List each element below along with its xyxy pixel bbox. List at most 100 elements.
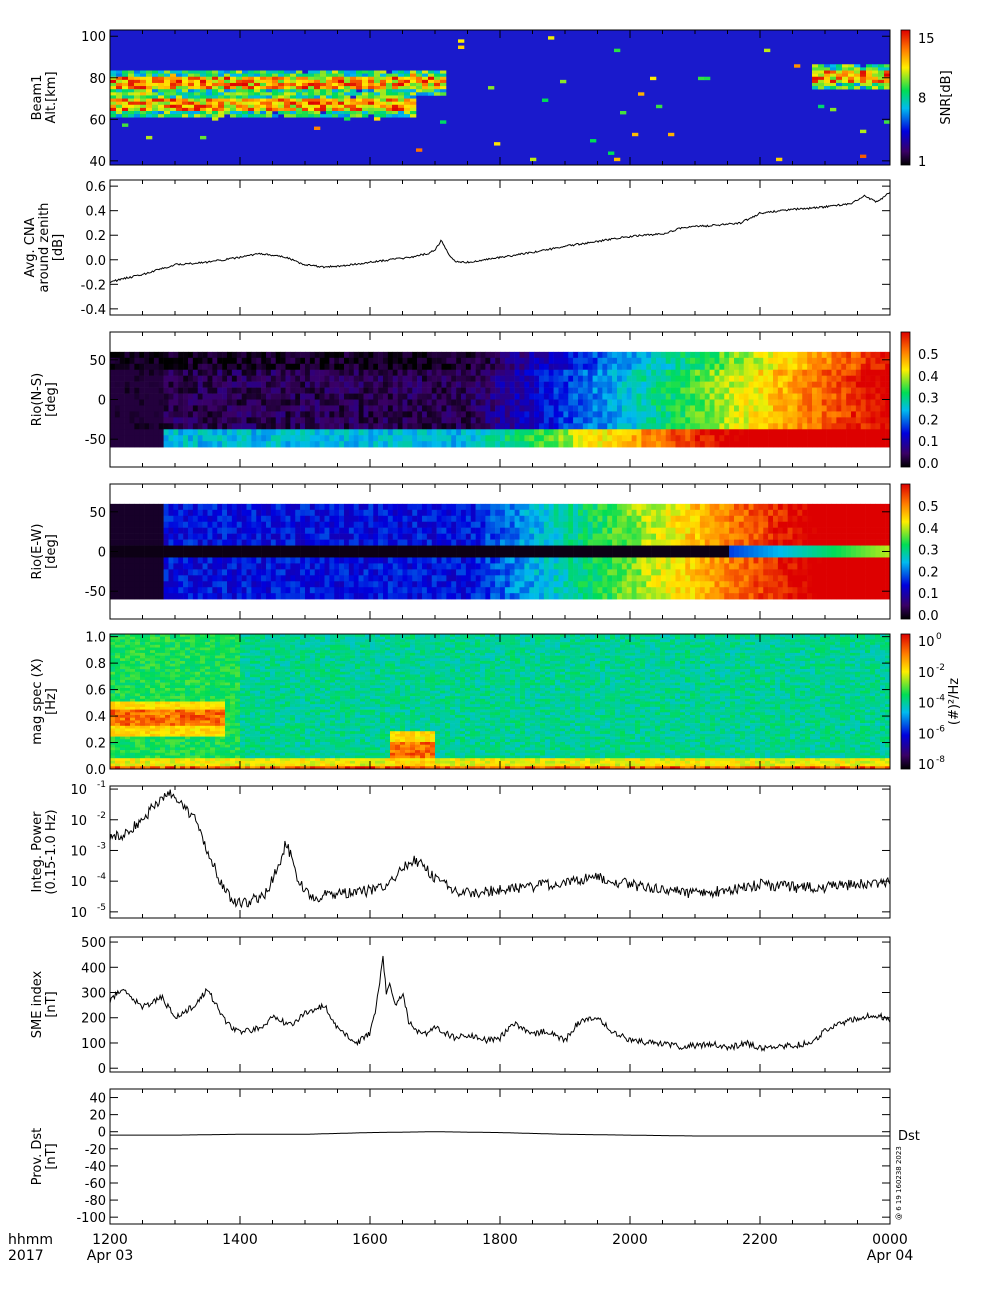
heatmap-cell — [831, 399, 837, 406]
heatmap-cell — [326, 92, 333, 96]
heatmap-cell — [183, 435, 189, 442]
heatmap-cell — [851, 405, 857, 412]
y-tick-label: -50 — [85, 433, 106, 448]
heatmap-cell — [368, 375, 374, 382]
heatmap-cell — [402, 417, 408, 424]
heatmap-cell — [524, 387, 530, 394]
heatmap-cell — [514, 351, 520, 359]
heatmap-cell — [242, 73, 249, 78]
heatmap-cell — [402, 575, 408, 582]
heatmap-cell — [134, 104, 141, 109]
heatmap-cell — [392, 441, 398, 448]
heatmap-cell — [485, 363, 491, 371]
heatmap-cell — [456, 369, 462, 376]
heatmap-cell — [266, 357, 272, 365]
heatmap-cell — [207, 503, 213, 511]
heatmap-cell — [490, 515, 496, 523]
heatmap-cell — [246, 375, 252, 382]
heatmap-cell — [248, 114, 255, 118]
heatmap-cell — [309, 357, 316, 365]
heatmap-cell — [344, 587, 350, 594]
heatmap-cell — [787, 441, 793, 448]
heatmap-cell — [217, 509, 223, 517]
heatmap-cell — [368, 79, 375, 84]
heatmap-cell — [758, 351, 764, 359]
heatmap-cell — [260, 89, 267, 93]
heatmap-cell — [875, 351, 881, 359]
heatmap-cell — [222, 399, 228, 406]
heatmap-cell — [456, 387, 462, 394]
heatmap-cell — [665, 429, 671, 436]
heatmap-cell — [587, 411, 593, 418]
heatmap-cell — [378, 351, 384, 359]
heatmap-cell — [456, 509, 462, 517]
heatmap-cell — [158, 503, 164, 511]
heatmap-cell — [831, 375, 837, 382]
heatmap-cell — [821, 429, 827, 436]
heatmap-cell — [158, 441, 164, 448]
heatmap-cell — [241, 363, 247, 371]
heatmap-cell — [743, 429, 749, 436]
heatmap-cell — [183, 363, 189, 371]
heatmap-cell — [217, 563, 223, 570]
heatmap-cell — [152, 114, 159, 118]
heatmap-cell — [724, 399, 730, 406]
heatmap-cell — [251, 357, 257, 365]
heatmap-cell — [344, 73, 351, 78]
heatmap-cell — [178, 551, 184, 558]
heatmap-cell — [122, 86, 129, 90]
heatmap-cell — [309, 581, 316, 588]
heatmap-cell — [227, 357, 233, 365]
heatmap-cell — [173, 593, 179, 600]
heatmap-cell — [302, 92, 309, 96]
heatmap-cell — [212, 423, 218, 430]
heatmap-cell — [865, 435, 871, 442]
heatmap-cell — [368, 569, 374, 576]
heatmap-cell — [194, 82, 201, 87]
heatmap-cell — [280, 521, 286, 528]
heatmap-cell — [344, 381, 350, 388]
heatmap-cell — [254, 82, 261, 87]
heatmap-cell — [207, 509, 213, 517]
heatmap-cell — [163, 375, 169, 382]
heatmap-cell — [392, 593, 398, 600]
heatmap-cell — [660, 393, 667, 400]
heatmap-cell — [241, 515, 247, 523]
heatmap-cell — [290, 82, 297, 87]
heatmap-cell — [768, 417, 774, 424]
heatmap-cell — [378, 539, 384, 546]
heatmap-cell — [149, 581, 155, 588]
heatmap-cell — [339, 411, 345, 418]
heatmap-cell — [500, 369, 506, 376]
y-tick-label: 0 — [98, 394, 106, 409]
heatmap-cell — [285, 551, 291, 558]
heatmap-cell — [763, 363, 769, 371]
heatmap-cell — [358, 417, 364, 424]
heatmap-cell — [163, 423, 169, 430]
heatmap-cell — [319, 533, 325, 540]
heatmap-cell — [480, 575, 486, 582]
heatmap-cell — [386, 92, 393, 96]
heatmap-cell — [158, 405, 164, 412]
heatmap-cell — [266, 73, 273, 78]
heatmap-cell — [326, 101, 333, 106]
heatmap-cell — [222, 375, 228, 382]
heatmap-cell — [626, 429, 632, 436]
heatmap-cell — [456, 587, 462, 594]
heatmap-cell — [350, 101, 357, 106]
heatmap-cell — [241, 351, 247, 359]
heatmap-cell — [456, 441, 462, 448]
heatmap-cell — [529, 363, 535, 371]
heatmap-cell — [480, 587, 486, 594]
heatmap-cell — [222, 363, 228, 371]
heatmap-cell — [236, 581, 242, 588]
heatmap-cell — [855, 357, 862, 365]
heatmap-cell — [587, 405, 593, 412]
heatmap-cell — [417, 375, 423, 382]
heatmap-cell — [441, 551, 447, 558]
heatmap-cell — [178, 593, 184, 600]
heatmap-cell — [236, 429, 242, 436]
heatmap-cell — [875, 411, 881, 418]
heatmap-cell — [153, 441, 160, 448]
